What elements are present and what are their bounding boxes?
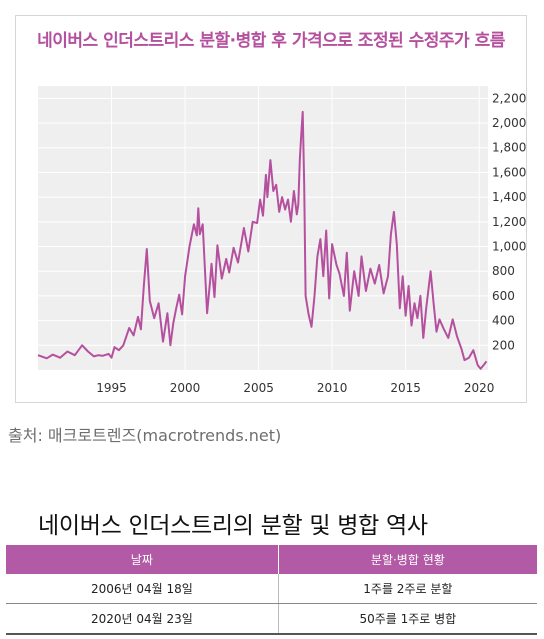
y-tick-label: 1,400 <box>492 190 526 204</box>
table-row: 2006년 04월 18일 1주를 2주로 분할 <box>6 574 537 604</box>
row-date-cell: 2006년 04월 18일 <box>6 574 279 604</box>
plot-area <box>38 86 488 370</box>
y-tick-label: 400 <box>492 314 515 328</box>
y-tick-label: 800 <box>492 264 515 278</box>
chart-title: 네이버스 인더스트리스 분할·병합 후 가격으로 조정된 수정주가 흐름 <box>37 31 505 51</box>
x-tick-label: 1995 <box>96 381 127 395</box>
row-status-cell: 50주를 1주로 병합 <box>277 603 537 635</box>
x-tick-label: 2020 <box>464 381 495 395</box>
table-row: 2020년 04월 23일 50주를 1주로 병합 <box>6 603 537 635</box>
split-history-table: 날짜 분할·병합 현황 2006년 04월 18일 1주를 2주로 분할 202… <box>6 545 537 635</box>
y-tick-label: 1,800 <box>492 141 526 155</box>
y-tick-label: 200 <box>492 338 515 352</box>
x-tick-label: 2015 <box>390 381 421 395</box>
header-date: 날짜 <box>6 545 279 574</box>
table-title: 네이버스 인더스트리의 분할 및 병합 역사 <box>38 513 428 539</box>
x-tick-label: 2010 <box>317 381 348 395</box>
table-header-row: 날짜 분할·병합 현황 <box>6 545 537 574</box>
row-status-cell: 1주를 2주로 분할 <box>277 574 537 604</box>
y-tick-label: 2,000 <box>492 116 526 130</box>
price-line <box>37 110 488 370</box>
y-tick-label: 1,000 <box>492 240 526 254</box>
y-tick-label: 2,200 <box>492 91 526 105</box>
x-tick-label: 2005 <box>243 381 274 395</box>
x-tick-label: 2000 <box>170 381 201 395</box>
price-chart: 네이버스 인더스트리스 분할·병합 후 가격으로 조정된 수정주가 흐름 200… <box>15 15 527 403</box>
source-note: 출처: 매크로트렌즈(macrotrends.net) <box>8 426 282 445</box>
row-date-cell: 2020년 04월 23일 <box>6 603 279 635</box>
y-tick-label: 600 <box>492 289 515 303</box>
chart-svg: 200 400 600 800 1,000 1,200 1,400 1,600 1,800 2,0… <box>37 86 526 395</box>
y-tick-label: 1,200 <box>492 215 526 229</box>
header-status: 분할·병합 현황 <box>277 545 537 574</box>
y-tick-label: 1,600 <box>492 165 526 179</box>
